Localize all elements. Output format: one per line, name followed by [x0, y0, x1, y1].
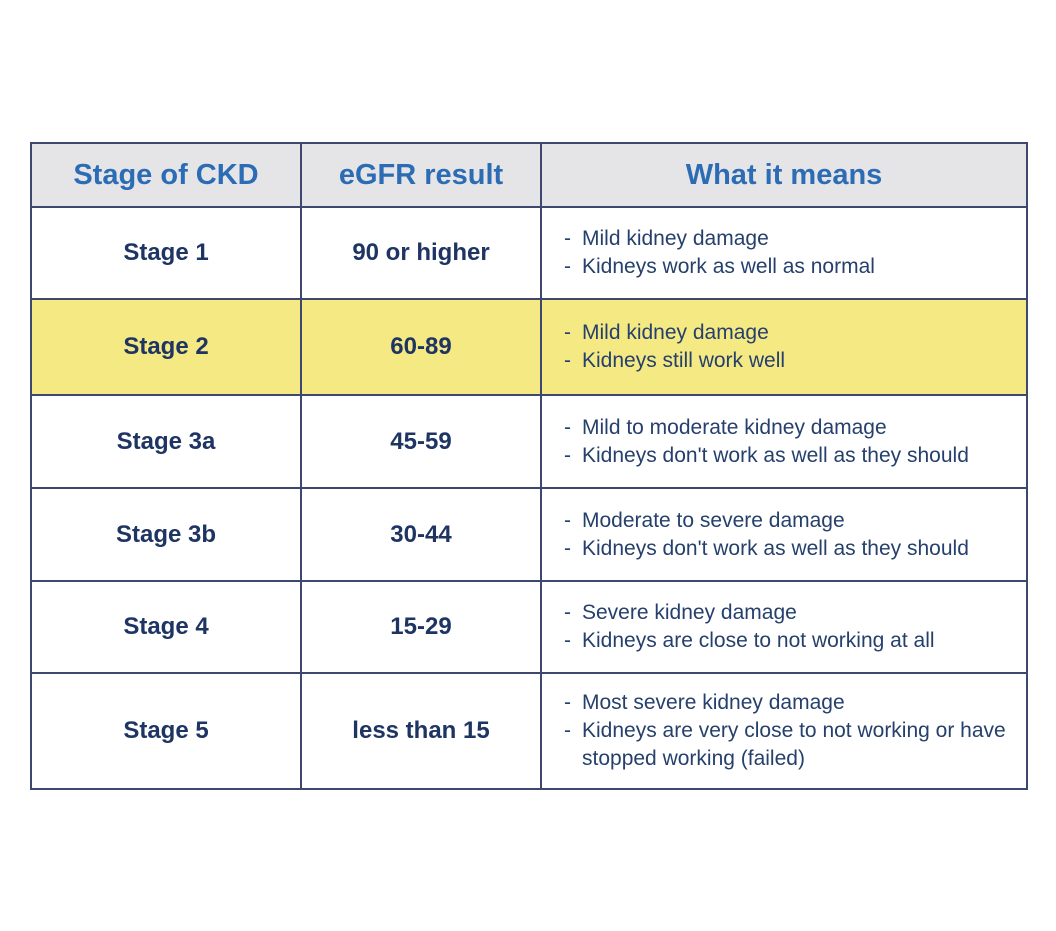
table-row-stage-5: Stage 5 less than 15 - Most severe kidney… [30, 672, 1028, 790]
meaning-cell: - Mild to moderate kidney damage - Kidneys… [540, 394, 1028, 489]
table-row-stage-3a: Stage 3a 45-59 - Mild to moderate kidney … [30, 394, 1028, 489]
table-row-stage-3b: Stage 3b 30-44 - Moderate to severe damag… [30, 487, 1028, 582]
stage-label: Stage 1 [30, 206, 302, 300]
meaning-text: Kidneys don't work as well as they shoul… [582, 443, 969, 467]
meaning-item: - Mild kidney damage [564, 319, 1012, 347]
egfr-value: 45-59 [300, 394, 542, 489]
meaning-text: Most severe kidney damage [582, 691, 845, 714]
header-what-it-means: What it means [540, 142, 1028, 208]
table-row-stage-4: Stage 4 15-29 - Severe kidney damage - Kid… [30, 580, 1028, 674]
egfr-value: 30-44 [300, 487, 542, 582]
bullet-dash: - [564, 415, 571, 439]
bullet-dash: - [564, 349, 571, 372]
meaning-item: - Kidneys are close to not working at all [564, 627, 1012, 655]
egfr-value: 90 or higher [300, 206, 542, 300]
meaning-text: Kidneys are very close to not working or… [582, 719, 1006, 770]
meaning-text: Kidneys work as well as normal [582, 255, 875, 278]
stage-label: Stage 4 [30, 580, 302, 674]
meaning-text: Moderate to severe damage [582, 508, 845, 532]
stage-label: Stage 5 [30, 672, 302, 790]
header-stage-of-ckd: Stage of CKD [30, 142, 302, 208]
bullet-dash: - [564, 227, 571, 250]
meaning-item: - Kidneys work as well as normal [564, 253, 1012, 281]
meaning-text: Kidneys don't work as well as they shoul… [582, 536, 969, 560]
bullet-dash: - [564, 691, 571, 714]
bullet-dash: - [564, 719, 571, 742]
meaning-item: - Mild kidney damage [564, 225, 1012, 253]
stage-label: Stage 3b [30, 487, 302, 582]
bullet-dash: - [564, 255, 571, 278]
meaning-item: - Mild to moderate kidney damage [564, 414, 1012, 442]
meaning-cell: - Moderate to severe damage - Kidneys don'… [540, 487, 1028, 582]
meaning-text: Kidneys still work well [582, 349, 786, 372]
stage-label: Stage 3a [30, 394, 302, 489]
bullet-dash: - [564, 536, 571, 560]
bullet-dash: - [564, 443, 571, 467]
header-egfr-result: eGFR result [300, 142, 542, 208]
meaning-item: - Most severe kidney damage [564, 689, 1012, 717]
egfr-value: less than 15 [300, 672, 542, 790]
meaning-text: Mild kidney damage [582, 321, 769, 344]
meaning-cell: - Mild kidney damage - Kidneys still work … [540, 298, 1028, 396]
bullet-dash: - [564, 601, 571, 624]
meaning-item: - Kidneys don't work as well as they shou… [564, 535, 1012, 563]
meaning-item: - Kidneys are very close to not working o… [564, 717, 1012, 773]
header-row: Stage of CKD eGFR result What it means [30, 142, 1028, 208]
meaning-cell: - Most severe kidney damage - Kidneys are … [540, 672, 1028, 790]
meaning-text: Mild kidney damage [582, 227, 769, 250]
meaning-item: - Moderate to severe damage [564, 507, 1012, 535]
meaning-item: - Severe kidney damage [564, 599, 1012, 627]
bullet-dash: - [564, 508, 571, 532]
ckd-stages-table: Stage of CKD eGFR result What it means S… [30, 142, 1028, 790]
egfr-value: 60-89 [300, 298, 542, 396]
meaning-cell: - Severe kidney damage - Kidneys are close… [540, 580, 1028, 674]
meaning-item: - Kidneys still work well [564, 347, 1012, 375]
table-row-stage-2: Stage 2 60-89 - Mild kidney damage - Kidne… [30, 298, 1028, 396]
meaning-item: - Kidneys don't work as well as they shou… [564, 442, 1012, 470]
egfr-value: 15-29 [300, 580, 542, 674]
meaning-text: Mild to moderate kidney damage [582, 415, 887, 439]
bullet-dash: - [564, 629, 571, 652]
bullet-dash: - [564, 321, 571, 344]
meaning-text: Severe kidney damage [582, 601, 797, 624]
table-row-stage-1: Stage 1 90 or higher - Mild kidney damage… [30, 206, 1028, 300]
meaning-cell: - Mild kidney damage - Kidneys work as wel… [540, 206, 1028, 300]
meaning-text: Kidneys are close to not working at all [582, 629, 935, 652]
stage-label: Stage 2 [30, 298, 302, 396]
